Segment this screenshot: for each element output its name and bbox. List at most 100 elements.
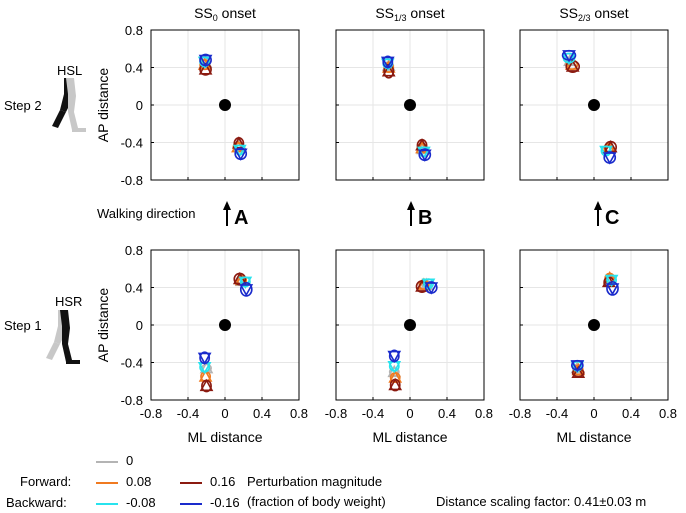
- x-tick-label: 0: [590, 406, 597, 421]
- legend-line-0.16: [180, 481, 202, 484]
- panel-r1-c1: -0.8 -0.4 0 0.4 0.8 ML distance: [325, 249, 493, 445]
- y-tick-label: -0.4: [121, 356, 143, 371]
- x-tick-label: 0: [221, 406, 228, 421]
- leg-front-thigh: [66, 78, 76, 112]
- x-tick-label: -0.4: [177, 406, 199, 421]
- panel-letter-A: A: [234, 207, 248, 229]
- step-mean-marker--0.16: [380, 56, 395, 70]
- legend-label-0.08: 0.08: [126, 474, 152, 489]
- x-tick-label: 0.8: [290, 406, 308, 421]
- arrow-head: [594, 201, 602, 210]
- legend-neg016: -0.16: [180, 495, 240, 510]
- legend-label--0.16: -0.16: [210, 495, 240, 510]
- step-mean-marker--0.16: [570, 360, 585, 373]
- panel-letter-B: B: [418, 207, 432, 229]
- y-tick-label: 0.8: [125, 243, 143, 258]
- x-axis-label: ML distance: [188, 429, 263, 445]
- x-tick-label: -0.8: [325, 406, 347, 421]
- step-mean-marker-0.16: [198, 62, 213, 75]
- step-mean-marker--0.08: [380, 58, 395, 71]
- x-axis-label: ML distance: [373, 429, 448, 445]
- legend-pos008: 0.08: [96, 474, 151, 489]
- panel-r0-c2: [519, 29, 669, 181]
- y-tick-label: -0.8: [121, 393, 143, 408]
- origin-marker: [404, 319, 416, 331]
- hsl-label: HSL: [57, 63, 83, 78]
- legend-zero: 0: [96, 453, 133, 468]
- panel-r1-c2: -0.8 -0.4 0 0.4 0.8 ML distance: [509, 249, 677, 445]
- leg-front-shin: [62, 344, 72, 362]
- y-tick-label: 0.4: [125, 61, 143, 76]
- walking-arrow-2: C: [594, 201, 619, 229]
- step-mean-marker--0.16: [387, 350, 402, 364]
- x-tick-label: 0.4: [438, 406, 456, 421]
- x-axis-label: ML distance: [557, 429, 632, 445]
- step-mean-marker-0.08: [388, 370, 403, 383]
- y-axis-label: AP distance: [95, 68, 111, 143]
- step-mean-marker--0.16: [602, 152, 617, 165]
- leg-front-thigh: [60, 310, 70, 344]
- x-tick-label: -0.4: [546, 406, 568, 421]
- origin-marker: [219, 319, 231, 331]
- legend-label--0.08: -0.08: [126, 495, 156, 510]
- y-tick-label: 0: [136, 98, 143, 113]
- panel-r0-c0: 0.8 0.4 0 -0.4 -0.8 AP distance: [95, 23, 300, 188]
- legend-magnitude-title: Perturbation magnitude: [247, 474, 383, 489]
- x-tick-label: -0.4: [362, 406, 384, 421]
- y-tick-label: -0.8: [121, 173, 143, 188]
- origin-marker: [404, 99, 416, 111]
- step-mean-marker--0.08: [562, 52, 576, 66]
- step-mean-marker-0.16: [381, 64, 396, 77]
- step-mean-marker--0.16: [562, 50, 576, 63]
- scaling-factor-note: Distance scaling factor: 0.41±0.03 m: [436, 494, 647, 509]
- leg-front-foot: [72, 128, 86, 132]
- step-mean-marker-0.16: [571, 365, 586, 379]
- legend-backward-label: Backward:: [6, 495, 67, 510]
- step-mean-marker--0.16: [239, 284, 254, 297]
- arrow-head: [223, 201, 231, 210]
- panel-letter-C: C: [605, 207, 619, 229]
- step2-label: Step 2: [4, 98, 42, 113]
- y-tick-label: -0.4: [121, 136, 143, 151]
- legend-neg008: -0.08: [96, 495, 156, 510]
- x-tick-label: 0.8: [475, 406, 493, 421]
- legend-line-0.08: [96, 481, 118, 484]
- panel-r0-c1: [335, 29, 485, 181]
- step-mean-marker-0.16: [199, 378, 214, 392]
- column-title-1: SS1/3 onset: [375, 5, 444, 23]
- origin-marker: [219, 99, 231, 111]
- legend-forward-label: Forward:: [20, 474, 72, 489]
- legend-label-0.16: 0.16: [210, 474, 236, 489]
- walking-arrow-0: A: [223, 201, 248, 229]
- y-axis-label: AP distance: [95, 288, 111, 363]
- column-title-2: SS2/3 onset: [559, 5, 628, 23]
- y-tick-label: 0.4: [125, 281, 143, 296]
- legend-line--0.16: [180, 502, 202, 505]
- step-mean-marker--0.16: [417, 149, 432, 162]
- x-tick-label: -0.8: [509, 406, 531, 421]
- step-mean-marker--0.16: [198, 54, 213, 68]
- x-tick-label: 0: [406, 406, 413, 421]
- arrow-head: [407, 201, 415, 210]
- walker-icon-hsl: [52, 78, 86, 132]
- legend-label-0: 0: [126, 453, 134, 468]
- leg-shin: [52, 110, 66, 128]
- legend-magnitude-subtitle: (fraction of body weight): [247, 494, 386, 509]
- x-tick-label: 0.8: [659, 406, 677, 421]
- hsr-label: HSR: [55, 294, 83, 309]
- y-tick-label: 0: [136, 318, 143, 333]
- walking-arrow-1: B: [407, 201, 432, 229]
- step-mean-marker--0.16: [605, 283, 620, 296]
- step-mean-marker-0.16: [388, 377, 403, 391]
- x-tick-label: -0.8: [140, 406, 162, 421]
- y-tick-label: 0.8: [125, 23, 143, 38]
- legend-line--0.08: [96, 502, 118, 505]
- leg-front-foot: [66, 360, 80, 364]
- step-mean-marker--0.08: [604, 274, 619, 288]
- origin-marker: [588, 319, 600, 331]
- step-mean-marker--0.16: [197, 352, 212, 365]
- step-mean-marker--0.16: [424, 282, 439, 295]
- step1-label: Step 1: [4, 318, 42, 333]
- step-mean-marker-0.16: [565, 59, 580, 72]
